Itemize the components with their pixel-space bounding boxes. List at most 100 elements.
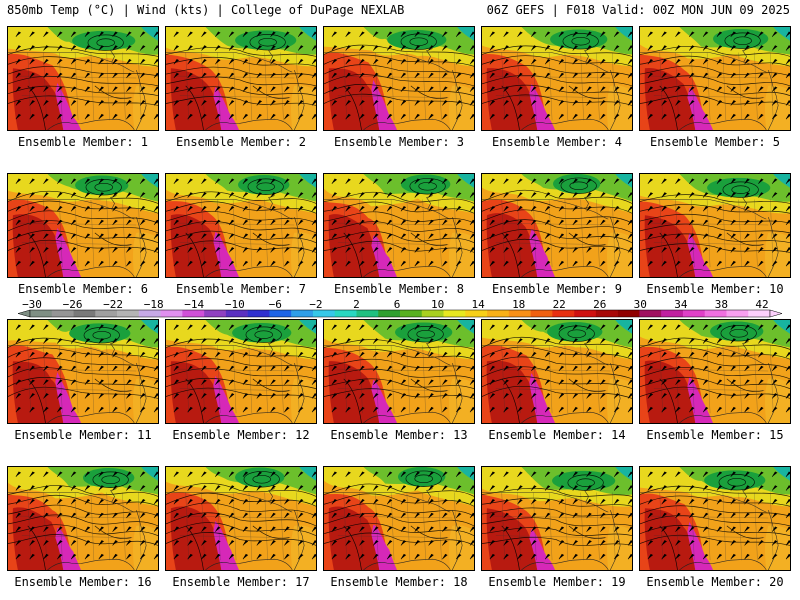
temperature-map: [640, 27, 790, 130]
colorbar-tick-label: 6: [394, 298, 401, 311]
ensemble-member-label: Ensemble Member: 11: [14, 428, 152, 442]
colorbar-segment: [334, 310, 357, 317]
colorbar-tick-label: 22: [553, 298, 566, 311]
temperature-map: [640, 320, 790, 423]
ensemble-member-map: [7, 26, 159, 131]
ensemble-member-map: [7, 173, 159, 278]
temperature-map: [8, 320, 158, 423]
colorbar-segment: [617, 310, 640, 317]
ensemble-member-label: Ensemble Member: 4: [491, 135, 623, 149]
ensemble-member-map: [639, 173, 791, 278]
ensemble-member-map: [165, 466, 317, 571]
ensemble-member-map: [639, 466, 791, 571]
colorbar-tick-label: −10: [225, 298, 245, 311]
ensemble-member-map: [323, 466, 475, 571]
temperature-map: [482, 320, 632, 423]
temperature-map: [8, 467, 158, 570]
ensemble-member-map: [165, 173, 317, 278]
colorbar-segment: [421, 310, 444, 317]
colorbar-segment: [595, 310, 618, 317]
colorbar-segment: [30, 310, 53, 317]
colorbar-segment: [312, 310, 335, 317]
colorbar-segment: [661, 310, 684, 317]
colorbar-segment: [400, 310, 423, 317]
ensemble-member-map: [165, 319, 317, 424]
ensemble-member-label: Ensemble Member: 13: [330, 428, 468, 442]
temperature-map: [8, 27, 158, 130]
colorbar-tick-label: −26: [63, 298, 83, 311]
product-title: 850mb Temp (°C) | Wind (kts) | College o…: [7, 3, 405, 17]
colorbar-segment: [574, 310, 597, 317]
ensemble-member-label: Ensemble Member: 3: [333, 135, 465, 149]
ensemble-member-map: [323, 26, 475, 131]
ensemble-member-label: Ensemble Member: 6: [17, 282, 149, 296]
colorbar-tick-label: 2: [353, 298, 360, 311]
ensemble-member-label: Ensemble Member: 19: [488, 575, 626, 589]
temperature-map: [482, 174, 632, 277]
temperature-map: [166, 174, 316, 277]
ensemble-member-label: Ensemble Member: 14: [488, 428, 626, 442]
ensemble-member-map: [165, 26, 317, 131]
colorbar-tick-label: −18: [144, 298, 164, 311]
colorbar-max-arrow: [769, 309, 783, 318]
temperature-colorbar: −30 −26 −22 −18 −14 −10 −6 −2 2 6 10 14 18 22 26 30 34 38…: [17, 298, 783, 318]
colorbar-segment: [704, 310, 727, 317]
colorbar-tick-label: 34: [674, 298, 688, 311]
colorbar-segment: [356, 310, 379, 317]
temperature-map: [324, 174, 474, 277]
ensemble-member-map: [639, 26, 791, 131]
temperature-map: [640, 467, 790, 570]
colorbar-segment: [51, 310, 74, 317]
temperature-map: [166, 320, 316, 423]
ensemble-member-label: Ensemble Member: 8: [333, 282, 465, 296]
colorbar-tick-label: 30: [634, 298, 647, 311]
colorbar-tick-label: 18: [512, 298, 525, 311]
ensemble-member-label: Ensemble Member: 2: [175, 135, 307, 149]
colorbar-segment: [639, 310, 662, 317]
ensemble-member-map: [481, 173, 633, 278]
ensemble-member-map: [639, 319, 791, 424]
ensemble-member-label: Ensemble Member: 9: [491, 282, 623, 296]
colorbar-segment: [138, 310, 161, 317]
colorbar-segment: [378, 310, 401, 317]
ensemble-member-label: Ensemble Member: 17: [172, 575, 310, 589]
ensemble-member-label: Ensemble Member: 15: [646, 428, 784, 442]
ensemble-member-map: [7, 466, 159, 571]
colorbar-tick-label: −22: [103, 298, 123, 311]
ensemble-member-map: [481, 26, 633, 131]
temperature-map: [324, 467, 474, 570]
colorbar-segment: [182, 310, 205, 317]
ensemble-member-label: Ensemble Member: 18: [330, 575, 468, 589]
ensemble-member-map: [481, 466, 633, 571]
colorbar-min-arrow: [17, 309, 31, 318]
ensemble-member-label: Ensemble Member: 12: [172, 428, 310, 442]
ensemble-member-label: Ensemble Member: 5: [649, 135, 781, 149]
temperature-map: [8, 174, 158, 277]
ensemble-member-label: Ensemble Member: 16: [14, 575, 152, 589]
temperature-map: [482, 467, 632, 570]
colorbar-segment: [160, 310, 183, 317]
colorbar-tick-label: 42: [755, 298, 768, 311]
ensemble-member-map: [323, 173, 475, 278]
colorbar-tick-label: −2: [309, 298, 322, 311]
colorbar-tick-label: −30: [22, 298, 42, 311]
ensemble-member-label: Ensemble Member: 20: [646, 575, 784, 589]
colorbar-segment: [225, 310, 248, 317]
temperature-map: [324, 27, 474, 130]
ensemble-member-map: [7, 319, 159, 424]
colorbar-segment: [552, 310, 575, 317]
valid-time: 06Z GEFS | F018 Valid: 00Z MON JUN 09 20…: [486, 3, 790, 17]
colorbar-segment: [748, 310, 771, 317]
colorbar-tick-label: −14: [184, 298, 204, 311]
colorbar-segment: [204, 310, 227, 317]
colorbar-segment: [73, 310, 96, 317]
temperature-map: [166, 27, 316, 130]
colorbar-segment: [530, 310, 553, 317]
ensemble-member-map: [481, 319, 633, 424]
colorbar-segment: [508, 310, 531, 317]
temperature-map: [166, 467, 316, 570]
colorbar-segment: [269, 310, 292, 317]
colorbar-segment: [726, 310, 749, 317]
colorbar-segment: [291, 310, 314, 317]
colorbar-tick-label: 14: [471, 298, 485, 311]
